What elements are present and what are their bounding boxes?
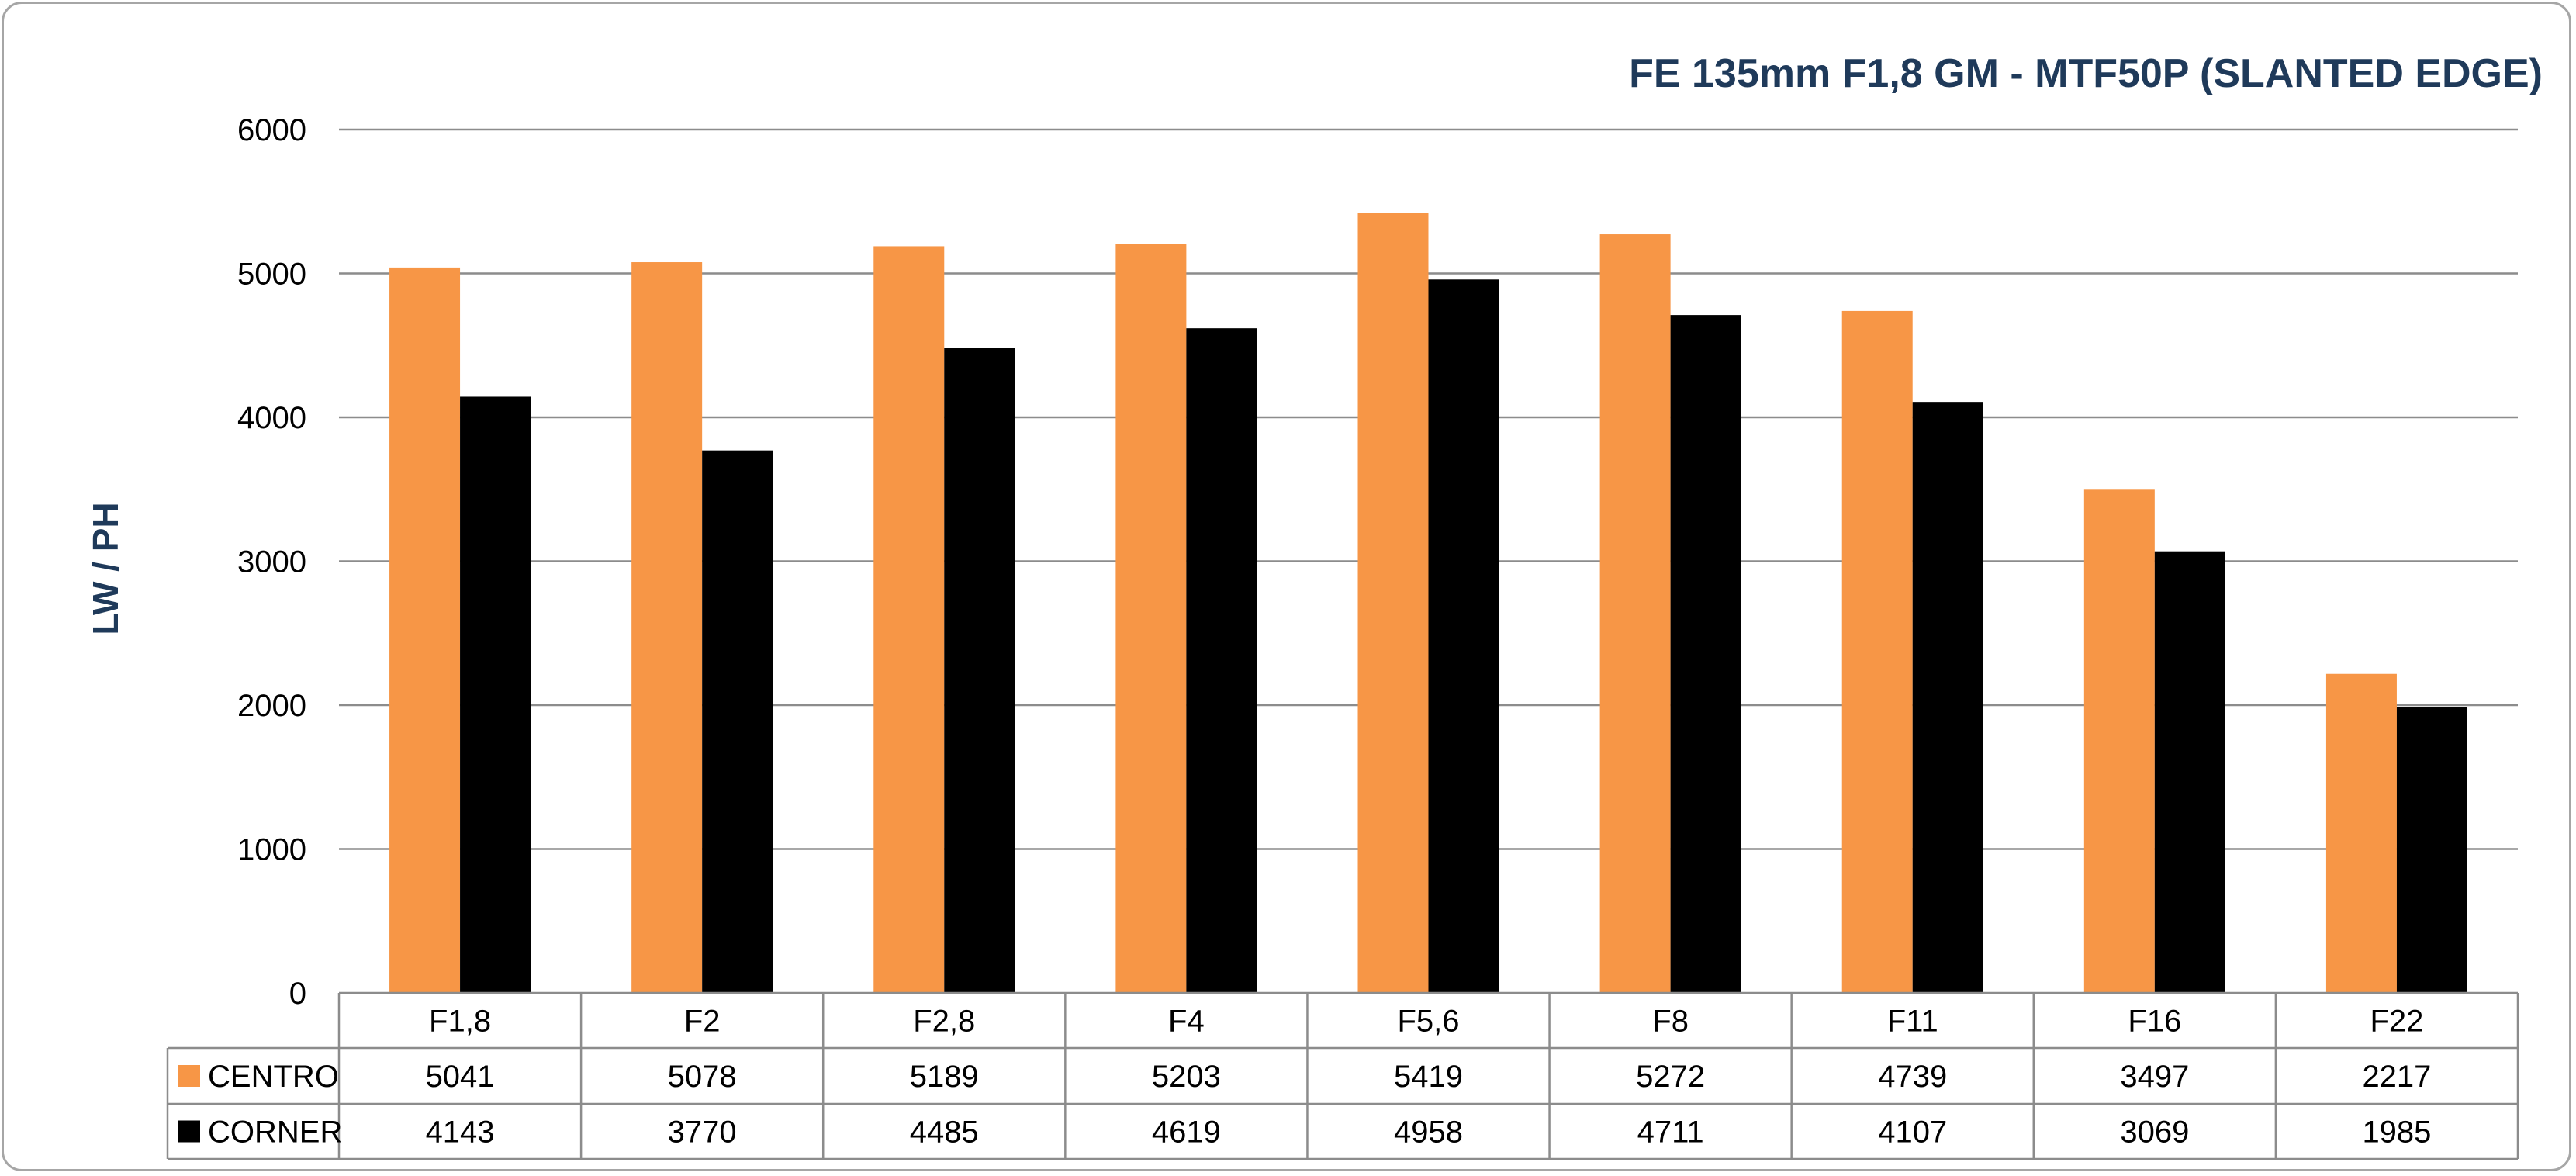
legend-swatch-centro <box>178 1065 200 1087</box>
data-label: 1985 <box>2362 1115 2431 1150</box>
legend-label-corner: CORNER <box>208 1115 342 1150</box>
data-label: 4107 <box>1878 1115 1947 1150</box>
chart-title: FE 135mm F1,8 GM - MTF50P (SLANTED EDGE) <box>1629 51 2543 96</box>
y-tick-label: 1000 <box>237 833 306 867</box>
bar-corner <box>1428 279 1499 993</box>
y-tick-label: 4000 <box>237 401 306 435</box>
bar-centro <box>1115 244 1187 993</box>
bar-centro <box>1357 213 1429 993</box>
data-label: 3069 <box>2120 1115 2189 1150</box>
x-tick-label: F2 <box>684 1005 721 1039</box>
bar-centro <box>389 267 461 993</box>
data-label: 5078 <box>668 1060 737 1094</box>
data-label: 5189 <box>910 1060 979 1094</box>
data-label: 3770 <box>668 1115 737 1150</box>
x-tick-label: F5,6 <box>1397 1005 1459 1039</box>
bar-corner <box>2396 707 2467 993</box>
bar-corner <box>944 348 1015 994</box>
bar-centro <box>1841 310 1913 993</box>
bar-centro <box>631 262 703 993</box>
x-tick-label: F8 <box>1652 1005 1689 1039</box>
bar-corner <box>1912 402 1983 993</box>
y-axis-ticks: 0 1000 2000 3000 4000 5000 6000 <box>237 113 306 1011</box>
x-tick-label: F4 <box>1168 1005 1205 1039</box>
x-tick-label: F16 <box>2128 1005 2181 1039</box>
bar-corner <box>2154 551 2225 993</box>
data-label: 4711 <box>1637 1115 1704 1150</box>
x-tick-label: F1,8 <box>429 1005 491 1039</box>
bar-centro <box>873 246 945 993</box>
bar-corner <box>1186 328 1257 993</box>
data-table: F1,8 F2 F2,8 F4 F5,6 F8 F11 F16 F22 CENTRO 5041 507… <box>166 991 2519 1160</box>
data-label: 3497 <box>2120 1060 2189 1094</box>
y-tick-label: 3000 <box>237 545 306 579</box>
bar-corner <box>1670 315 1741 993</box>
legend-swatch-corner <box>178 1120 200 1143</box>
data-label: 4619 <box>1152 1115 1221 1150</box>
data-label: 4958 <box>1394 1115 1463 1150</box>
y-tick-label: 6000 <box>237 113 306 147</box>
bars <box>389 213 2467 994</box>
x-tick-label: F2,8 <box>913 1005 975 1039</box>
y-tick-label: 0 <box>289 977 306 1011</box>
data-label: 4485 <box>910 1115 979 1150</box>
x-tick-label: F11 <box>1887 1005 1938 1039</box>
x-tick-label: F22 <box>2370 1005 2423 1039</box>
data-label: 5419 <box>1394 1060 1463 1094</box>
y-tick-label: 5000 <box>237 258 306 292</box>
bar-centro <box>2083 489 2155 993</box>
data-label: 5041 <box>426 1060 495 1094</box>
y-axis-label: LW / PH <box>85 502 126 635</box>
bar-corner <box>702 450 773 993</box>
data-label: 5272 <box>1636 1060 1705 1094</box>
bar-centro <box>2325 673 2397 993</box>
data-label: 4143 <box>426 1115 495 1150</box>
data-label: 5203 <box>1152 1060 1221 1094</box>
bar-corner <box>460 396 531 993</box>
data-label: 4739 <box>1878 1060 1947 1094</box>
y-tick-label: 2000 <box>237 689 306 723</box>
bar-centro <box>1599 234 1671 993</box>
data-label: 2217 <box>2362 1060 2431 1094</box>
legend-label-centro: CENTRO <box>208 1060 339 1094</box>
